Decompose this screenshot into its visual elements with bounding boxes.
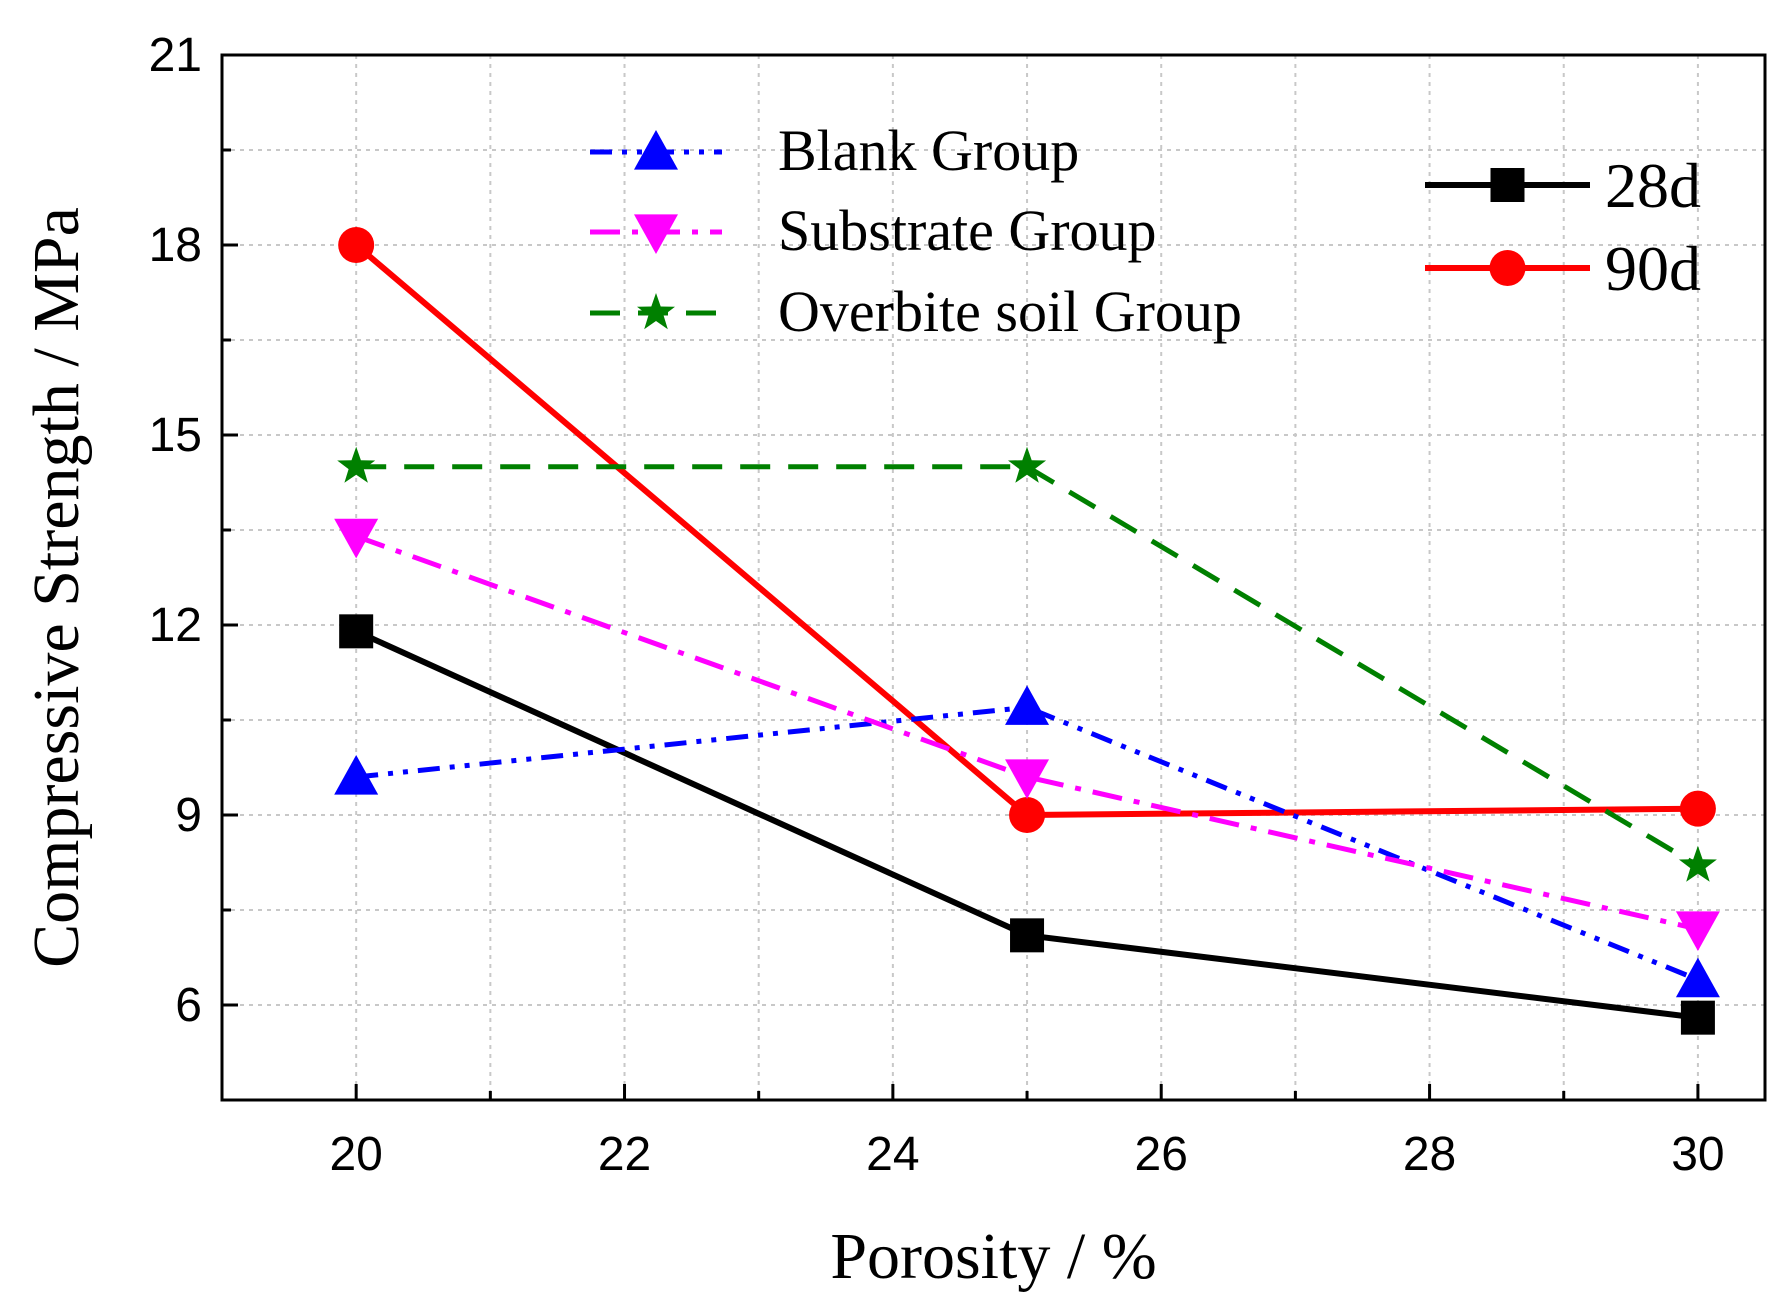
data-point (1675, 957, 1720, 998)
series-substrate-group (334, 518, 1720, 951)
y-tick-label: 9 (175, 789, 202, 842)
data-point (1679, 790, 1716, 827)
series-lines (334, 227, 1720, 1035)
data-point (334, 518, 379, 559)
y-tick-label: 18 (149, 219, 202, 272)
x-tick-label: 20 (329, 1128, 382, 1181)
legend-marker (634, 130, 678, 170)
legend-label: Overbite soil Group (778, 279, 1242, 344)
series-28d (339, 614, 1715, 1035)
data-point (1678, 845, 1717, 882)
legend-marker (1490, 168, 1525, 202)
legend-label: Substrate Group (778, 198, 1157, 263)
series-overbite-soil-group (337, 446, 1717, 882)
x-tick-label: 26 (1135, 1128, 1188, 1181)
legend-entry: Substrate Group (590, 198, 1157, 263)
data-point (1005, 685, 1050, 725)
x-tick-label: 30 (1671, 1128, 1724, 1181)
y-tick-label: 21 (149, 29, 202, 82)
x-tick-label: 24 (866, 1128, 919, 1181)
tick-labels: 20 22 24 26 28 30 6 9 12 15 18 21 (149, 29, 1725, 1181)
data-point (334, 755, 379, 795)
data-point (1680, 1000, 1715, 1035)
data-point (338, 227, 375, 263)
y-tick-label: 6 (175, 979, 202, 1032)
legend-entry: Blank Group (590, 118, 1079, 183)
x-tick-label: 28 (1403, 1128, 1456, 1181)
legend-entry: 28d (1425, 150, 1701, 221)
series-90d (338, 227, 1716, 833)
legend-label: Blank Group (778, 118, 1079, 183)
legend-marker (637, 293, 675, 330)
data-point (1008, 446, 1047, 483)
data-point (1009, 797, 1046, 833)
y-tick-label: 15 (149, 409, 202, 462)
data-point (1675, 911, 1720, 951)
data-point (339, 614, 374, 649)
data-point (1005, 759, 1050, 799)
grid-lines (222, 55, 1765, 1100)
legend: Blank Group Substrate Group Overbite soil … (590, 118, 1701, 344)
x-axis-title: Porosity / % (830, 1220, 1156, 1293)
y-tick-label: 12 (149, 599, 202, 652)
axis-ticks (222, 53, 1700, 1100)
plot-frame (220, 53, 1767, 1102)
y-axis-title: Compressive Strength / MPa (20, 207, 93, 968)
legend-marker (634, 214, 678, 254)
data-point (337, 446, 376, 483)
legend-label: 90d (1605, 233, 1701, 304)
legend-entry: 90d (1425, 233, 1701, 304)
data-point (1010, 918, 1045, 953)
legend-marker (1489, 250, 1526, 286)
legend-label: 28d (1605, 150, 1701, 221)
legend-entry: Overbite soil Group (590, 279, 1242, 344)
x-tick-label: 22 (598, 1128, 651, 1181)
series-blank-group (334, 685, 1720, 998)
